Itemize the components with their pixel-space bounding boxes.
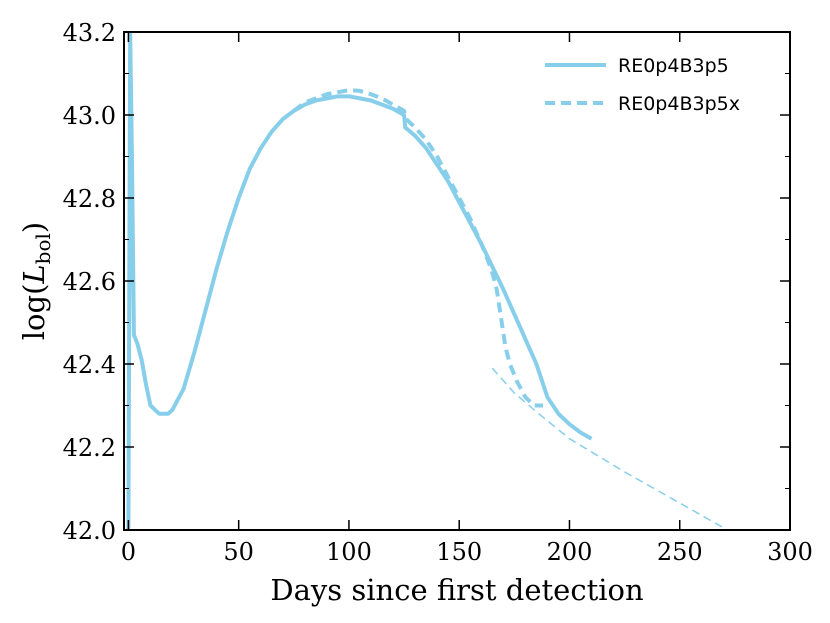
- series-line-solid: [126, 32, 593, 530]
- legend-label-dashed: RE0p4B3p5x: [618, 93, 740, 115]
- y-tick-label: 43.2: [63, 19, 116, 47]
- legend-label-solid: RE0p4B3p5: [618, 55, 729, 77]
- x-tick-label: 300: [767, 538, 813, 566]
- series-line-dashed: [292, 88, 544, 408]
- tick-labels-layer: 0 50 100 150 200 250 300 42.0 42.2 42.4 42.6 42.8 43…: [63, 19, 813, 566]
- series-line-thin-dashed: [491, 367, 730, 530]
- y-tick-label: 42.4: [63, 351, 116, 379]
- x-tick-label: 50: [223, 538, 254, 566]
- y-tick-label: 43.0: [63, 102, 116, 130]
- y-tick-label: 42.2: [63, 434, 116, 462]
- x-axis-label: Days since first detection: [270, 573, 643, 607]
- series-layer: [126, 32, 730, 530]
- x-tick-label: 250: [657, 538, 703, 566]
- x-tick-label: 100: [326, 538, 372, 566]
- x-tick-label: 200: [547, 538, 593, 566]
- x-tick-label: 0: [121, 538, 136, 566]
- plot-frame: [123, 31, 791, 531]
- y-tick-label: 42.6: [63, 268, 116, 296]
- legend: RE0p4B3p5 RE0p4B3p5x: [545, 55, 740, 115]
- y-tick-label: 42.0: [63, 517, 116, 545]
- y-axis-label: log(Lbol): [17, 222, 55, 340]
- x-tick-label: 150: [436, 538, 482, 566]
- y-tick-label: 42.8: [63, 185, 116, 213]
